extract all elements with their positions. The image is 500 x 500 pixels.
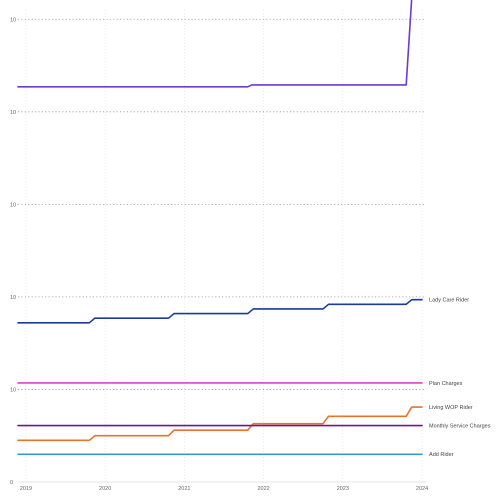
y-tick-label: 10 (10, 17, 16, 23)
series-labels: Prime MediCare Rider Lady Care Rider Plan … (429, 0, 491, 458)
series-line (17, 0, 413, 88)
x-tick-label: 2022 (257, 486, 269, 492)
axes: 2019 2020 2021 2022 2023 2024 0 10 10 10 10 10 (10, 17, 428, 492)
x-tick-label: 2023 (337, 486, 349, 492)
series-label: Living WOP Rider (429, 405, 473, 411)
y-tick-label: 10 (10, 387, 16, 393)
series-label: Add Rider (429, 452, 454, 458)
y-tick-label: 10 (10, 295, 16, 301)
y-tick-label: 10 (10, 110, 16, 116)
series-lines (17, 0, 423, 456)
x-tick-label: 2019 (20, 486, 32, 492)
gridlines (18, 10, 426, 483)
x-tick-label: 2021 (178, 486, 190, 492)
y-tick-label: 10 (10, 202, 16, 208)
x-tick-label: 2024 (416, 486, 428, 492)
x-tick-label: 2020 (99, 486, 111, 492)
series-line (17, 298, 423, 324)
series-label: Prime MediCare Rider (429, 0, 484, 2)
y-tick-label: 0 (10, 480, 13, 486)
series-label: Plan Charges (429, 381, 463, 387)
series-label: Monthly Service Charges (429, 424, 491, 430)
series-line (17, 406, 423, 442)
series-label: Lady Care Rider (429, 298, 469, 304)
